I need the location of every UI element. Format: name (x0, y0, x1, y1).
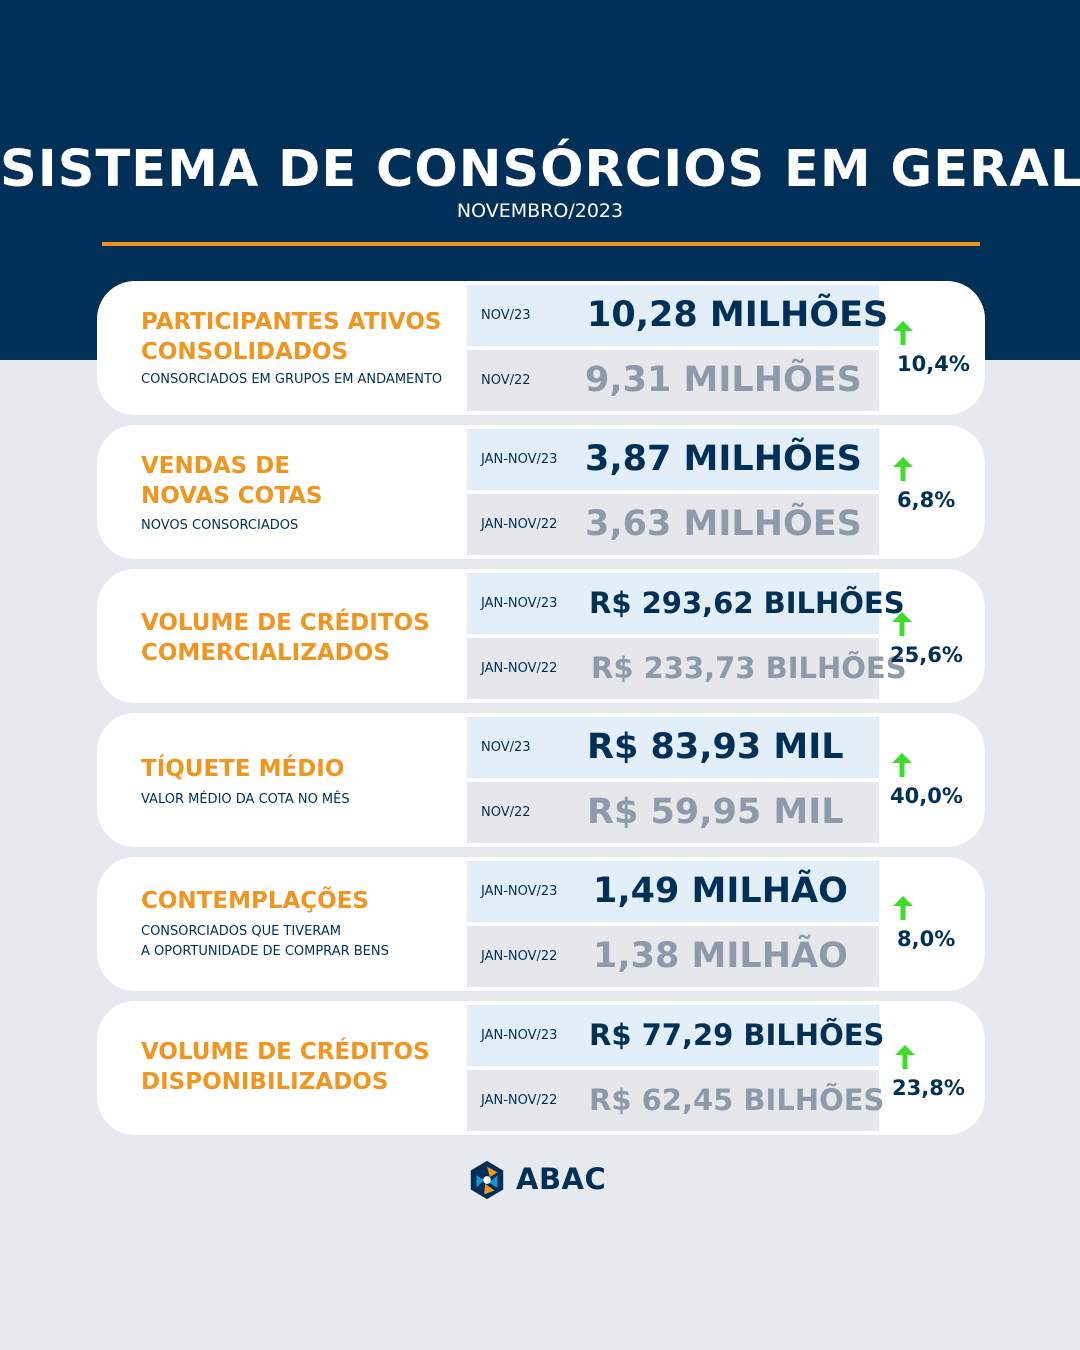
previous-value: R$ 59,95 MIL (587, 792, 844, 832)
arrow-up-icon (893, 457, 913, 481)
previous-period: JAN-NOV/22 (481, 661, 558, 676)
current-row: JAN-NOV/23 3,87 MILHÕES (467, 429, 879, 490)
change-percent: 40,0% (890, 784, 963, 808)
arrow-up-icon (893, 896, 913, 920)
page-subtitle: NOVEMBRO/2023 (456, 200, 624, 222)
previous-period: JAN-NOV/22 (481, 1093, 558, 1108)
previous-row: JAN-NOV/22 1,38 MILHÃO (467, 926, 879, 987)
current-row: JAN-NOV/23 1,49 MILHÃO (467, 861, 879, 922)
card-title: CONTEMPLAÇÕES (141, 888, 369, 914)
current-row: JAN-NOV/23 R$ 293,62 BILHÕES (467, 573, 905, 634)
card-volume-creditos-comercializados: VOLUME DE CRÉDITOS COMERCIALIZADOS JAN-N… (97, 569, 985, 703)
current-period: NOV/23 (481, 740, 531, 755)
previous-row: NOV/22 R$ 59,95 MIL (467, 782, 879, 843)
change-percent: 23,8% (892, 1076, 965, 1100)
previous-value: 9,31 MILHÕES (585, 360, 862, 400)
arrow-up-icon (892, 753, 912, 777)
previous-row: JAN-NOV/22 R$ 233,73 BILHÕES (467, 638, 907, 699)
card-description: CONSORCIADOS EM GRUPOS EM ANDAMENTO (141, 372, 443, 387)
current-period: JAN-NOV/23 (481, 1028, 558, 1043)
arrow-up-icon (895, 1045, 915, 1069)
arrow-up-icon (892, 612, 912, 636)
previous-value: 1,38 MILHÃO (593, 936, 848, 976)
current-period: JAN-NOV/23 (481, 452, 558, 467)
change-percent: 10,4% (897, 352, 970, 376)
page-title: SISTEMA DE CONSÓRCIOS EM GERAL (0, 140, 1080, 199)
card-contemplacoes: CONTEMPLAÇÕES CONSORCIADOS QUE TIVERAM A… (97, 857, 985, 991)
current-row: NOV/23 10,28 MILHÕES (467, 285, 888, 346)
card-title: VOLUME DE CRÉDITOS DISPONIBILIZADOS (141, 1039, 430, 1095)
current-value: 10,28 MILHÕES (587, 295, 889, 335)
change-percent: 25,6% (890, 643, 963, 667)
current-row: NOV/23 R$ 83,93 MIL (467, 717, 879, 778)
previous-value: R$ 233,73 BILHÕES (591, 651, 907, 685)
logo-text: ABAC (516, 1162, 607, 1196)
current-row: JAN-NOV/23 R$ 77,29 BILHÕES (467, 1005, 884, 1066)
previous-value: R$ 62,45 BILHÕES (589, 1083, 885, 1117)
card-description: CONSORCIADOS QUE TIVERAM A OPORTUNIDADE … (141, 924, 389, 959)
previous-period: NOV/22 (481, 805, 531, 820)
card-tiquete-medio: TÍQUETE MÉDIO VALOR MÉDIO DA COTA NO MÊS… (97, 713, 985, 847)
change-percent: 6,8% (897, 488, 956, 512)
card-title: VOLUME DE CRÉDITOS COMERCIALIZADOS (141, 610, 430, 666)
header-divider (102, 242, 980, 246)
previous-row: JAN-NOV/22 3,63 MILHÕES (467, 494, 879, 555)
previous-period: JAN-NOV/22 (481, 949, 558, 964)
card-participantes-ativos: PARTICIPANTES ATIVOS CONSOLIDADOS CONSOR… (97, 281, 985, 415)
previous-value: 3,63 MILHÕES (585, 504, 862, 544)
card-title: PARTICIPANTES ATIVOS CONSOLIDADOS (141, 309, 442, 365)
current-value: R$ 293,62 BILHÕES (589, 586, 905, 620)
current-value: R$ 83,93 MIL (587, 727, 844, 767)
change-percent: 8,0% (897, 927, 956, 951)
card-description: VALOR MÉDIO DA COTA NO MÊS (141, 792, 350, 807)
previous-period: JAN-NOV/22 (481, 517, 558, 532)
previous-row: JAN-NOV/22 R$ 62,45 BILHÕES (467, 1070, 884, 1131)
current-period: JAN-NOV/23 (481, 884, 558, 899)
current-value: R$ 77,29 BILHÕES (589, 1018, 885, 1052)
abac-logo-icon (470, 1160, 504, 1200)
card-title: VENDAS DE NOVAS COTAS (141, 453, 323, 509)
arrow-up-icon (893, 321, 913, 345)
current-period: JAN-NOV/23 (481, 596, 558, 611)
current-value: 1,49 MILHÃO (593, 871, 848, 911)
card-vendas-novas-cotas: VENDAS DE NOVAS COTAS NOVOS CONSORCIADOS… (97, 425, 985, 559)
card-title: TÍQUETE MÉDIO (141, 756, 345, 782)
card-description: NOVOS CONSORCIADOS (141, 518, 299, 533)
current-period: NOV/23 (481, 308, 531, 323)
card-volume-creditos-disponibilizados: VOLUME DE CRÉDITOS DISPONIBILIZADOS JAN-… (97, 1001, 985, 1135)
previous-period: NOV/22 (481, 373, 531, 388)
current-value: 3,87 MILHÕES (585, 439, 862, 479)
abac-logo: ABAC (466, 1158, 616, 1204)
previous-row: NOV/22 9,31 MILHÕES (467, 350, 879, 411)
